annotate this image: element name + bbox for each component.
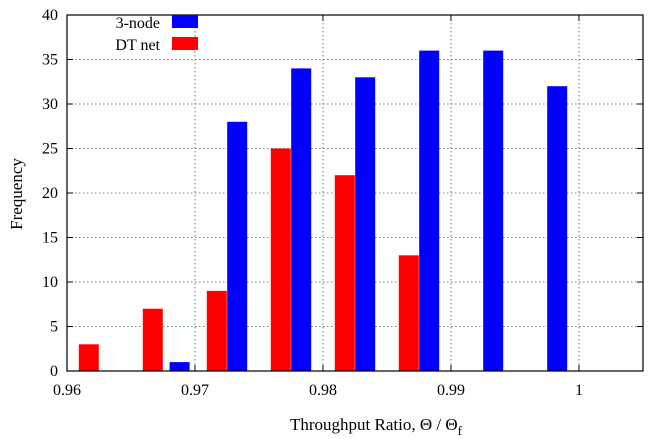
- bar-dt-net: [78, 344, 99, 371]
- x-tick-label: 0.96: [53, 382, 81, 399]
- y-tick-label: 20: [42, 185, 58, 202]
- y-tick-label: 15: [42, 230, 58, 247]
- bar-dt-net: [206, 290, 227, 371]
- legend-swatch: [172, 37, 198, 50]
- x-tick-label: 1: [575, 382, 583, 399]
- bar-3-node: [547, 86, 568, 371]
- axis-ticks: 0 5 10 15 20 25 30 35 40 0.96 0.97 0.98 0.99 1: [42, 7, 643, 399]
- y-tick-label: 5: [50, 319, 58, 336]
- bar-dt-net: [142, 308, 163, 371]
- y-tick-label: 10: [42, 274, 58, 291]
- y-tick-label: 25: [42, 141, 58, 158]
- legend-label: DT net: [115, 37, 160, 54]
- bar-3-node: [355, 77, 376, 372]
- x-axis-title: Throughput Ratio, Θ / Θf: [290, 415, 463, 438]
- bar-3-node: [291, 68, 312, 372]
- x-tick-label: 0.97: [181, 382, 209, 399]
- legend-swatch: [172, 15, 198, 28]
- bar-3-node: [483, 50, 504, 371]
- legend: 3-node DT net: [115, 15, 198, 54]
- x-tick-label: 0.98: [309, 382, 337, 399]
- grid-lines: [67, 15, 643, 371]
- y-tick-label: 40: [42, 7, 58, 24]
- bar-3-node: [419, 50, 440, 371]
- legend-label: 3-node: [116, 15, 160, 32]
- x-tick-label: 0.99: [437, 382, 465, 399]
- bars: [78, 50, 568, 372]
- y-axis-title: Frequency: [7, 158, 26, 230]
- y-tick-label: 35: [42, 52, 58, 69]
- bar-3-node: [227, 121, 248, 371]
- bar-dt-net: [334, 175, 355, 371]
- y-tick-label: 0: [50, 363, 58, 380]
- y-tick-label: 30: [42, 96, 58, 113]
- bar-dt-net: [398, 255, 419, 371]
- bar-3-node: [169, 362, 190, 371]
- bar-dt-net: [270, 148, 291, 371]
